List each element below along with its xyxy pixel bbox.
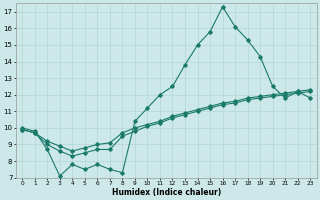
X-axis label: Humidex (Indice chaleur): Humidex (Indice chaleur) [112,188,221,197]
